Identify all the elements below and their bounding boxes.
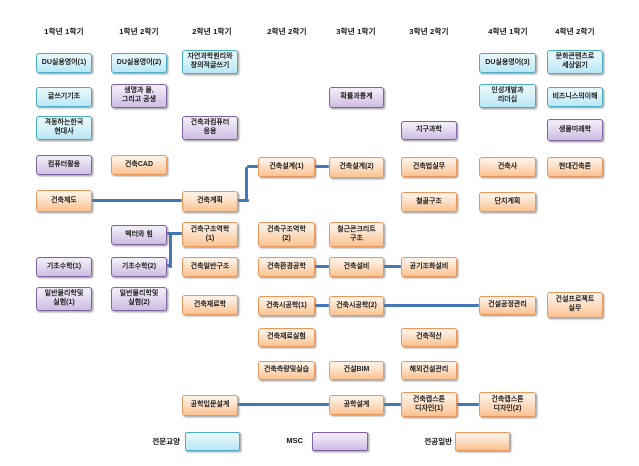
course-natural-science-creative-writing: 자연과학원리와 창의적글쓰기 <box>182 50 238 74</box>
column-header: 2학년 1학기 <box>192 27 232 36</box>
course-overseas-construction-management: 해외건설관리 <box>401 361 457 380</box>
course-vector-and-force: 벡터와 힘 <box>111 225 167 245</box>
legend-label-liberal: 전문교양 <box>152 437 180 446</box>
course-structural-mechanics-2: 건축구조역학 (2) <box>258 222 315 247</box>
course-personality-development-leadership: 인성개발과 리더십 <box>479 84 536 108</box>
course-general-physics-lab-1: 일반물리학및 실험(1) <box>36 287 92 311</box>
connector-line <box>92 199 182 202</box>
connector-line <box>315 304 329 307</box>
column-header: 4학년 2학기 <box>555 27 595 36</box>
connector-line <box>169 234 172 268</box>
course-general-physics-lab-2: 일반물리학및 실험(2) <box>111 287 167 311</box>
course-construction-bim: 건설BIM <box>329 361 384 380</box>
course-structural-mechanics-1: 건축구조역학 (1) <box>182 222 238 247</box>
course-site-planning: 단지계획 <box>479 192 536 212</box>
course-modern-architecture-theory: 현대건축론 <box>547 157 603 177</box>
course-architecture-computer-application: 건축과컴퓨터 응용 <box>182 116 238 140</box>
column-header: 3학년 1학기 <box>336 27 376 36</box>
course-architectural-materials: 건축재료학 <box>182 295 238 315</box>
course-culture-contents-world-reading: 문화콘텐츠로 세상읽기 <box>547 50 603 74</box>
course-writing-basics: 글쓰기기초 <box>36 87 92 107</box>
course-steel-structure: 철골구조 <box>401 192 457 212</box>
course-architectural-cad: 건축CAD <box>111 155 167 175</box>
course-basic-math-2: 기초수학(2) <box>111 257 167 277</box>
column-header: 3학년 2학기 <box>409 27 449 36</box>
course-basic-math-1: 기초수학(1) <box>36 257 92 277</box>
course-construction-project-practice: 건설프로젝트 실무 <box>547 292 603 318</box>
connector-line <box>247 165 258 168</box>
course-engineering-design: 공학설계 <box>329 395 384 415</box>
connector-line <box>315 165 329 168</box>
course-building-law-practice: 건축법실무 <box>401 157 457 177</box>
connector-line <box>457 403 479 406</box>
connector-line <box>167 232 182 235</box>
course-computer-utilization: 컴퓨터활용 <box>36 155 92 175</box>
course-construction-estimation: 건축적산 <box>401 328 457 347</box>
course-du-practical-english-2: DU실용영어(2) <box>111 53 167 73</box>
course-architectural-drafting: 건축제도 <box>36 190 92 212</box>
column-header: 4학년 1학기 <box>488 27 528 36</box>
course-history-of-architecture: 건축사 <box>479 157 536 177</box>
course-turbulent-korean-modern-history: 격동하는한국 현대사 <box>36 116 92 140</box>
connector-line <box>384 403 401 406</box>
connector-line <box>245 167 248 202</box>
course-capstone-design-1: 건축캡스톤 디자인(1) <box>401 392 457 417</box>
column-header: 1학년 2학기 <box>119 27 159 36</box>
legend-swatch-liberal <box>185 432 240 451</box>
course-surveying-and-practice: 건축측량및실습 <box>258 361 315 380</box>
course-reinforced-concrete-structure: 철근콘크리트 구조 <box>329 222 384 247</box>
course-building-materials-experiment: 건축재료실험 <box>258 328 315 347</box>
course-du-practical-english-3: DU실용영어(3) <box>479 53 536 73</box>
course-architectural-environment-engineering: 건축환경공학 <box>258 257 315 277</box>
course-du-practical-english-1: DU실용영어(1) <box>36 53 92 73</box>
course-architectural-planning: 건축계획 <box>182 191 238 212</box>
course-capstone-design-2: 건축캡스톤 디자인(2) <box>479 392 536 417</box>
connector-line <box>238 199 249 202</box>
connector-line <box>315 265 329 268</box>
course-bio-futures: 생물미래학 <box>547 119 603 141</box>
course-building-construction-2: 건축시공학(2) <box>329 296 384 316</box>
connector-line <box>238 403 329 406</box>
connector-line <box>167 264 172 267</box>
course-building-construction-1: 건축시공학(1) <box>258 296 315 316</box>
course-air-conditioning-equipment: 공기조화설비 <box>401 257 457 277</box>
course-construction-process-management: 건설공정관리 <box>479 296 536 315</box>
legend-swatch-major <box>455 432 510 451</box>
course-architectural-design-1: 건축설계(1) <box>258 157 315 177</box>
legend-swatch-msc <box>312 432 368 451</box>
course-architectural-design-2: 건축설계(2) <box>329 157 384 178</box>
course-intro-engineering-design: 공학입문설계 <box>182 395 238 416</box>
course-building-equipment: 건축설비 <box>329 257 384 277</box>
course-general-building-construction: 건축일반구조 <box>182 257 238 277</box>
legend-label-major: 전공일반 <box>424 437 452 446</box>
column-header: 2학년 2학기 <box>267 27 307 36</box>
legend-label-msc: MSC <box>286 436 303 445</box>
course-life-water-symbiosis: 생명과 물, 그리고 공생 <box>111 84 167 108</box>
course-earth-science: 지구과학 <box>401 121 457 140</box>
connector-line <box>384 304 479 307</box>
course-probability-and-statistics: 확률과통계 <box>329 87 384 108</box>
course-understanding-business: 비즈니스의이해 <box>547 87 603 107</box>
connector-line <box>384 265 401 268</box>
column-header: 1학년 1학기 <box>44 27 84 36</box>
